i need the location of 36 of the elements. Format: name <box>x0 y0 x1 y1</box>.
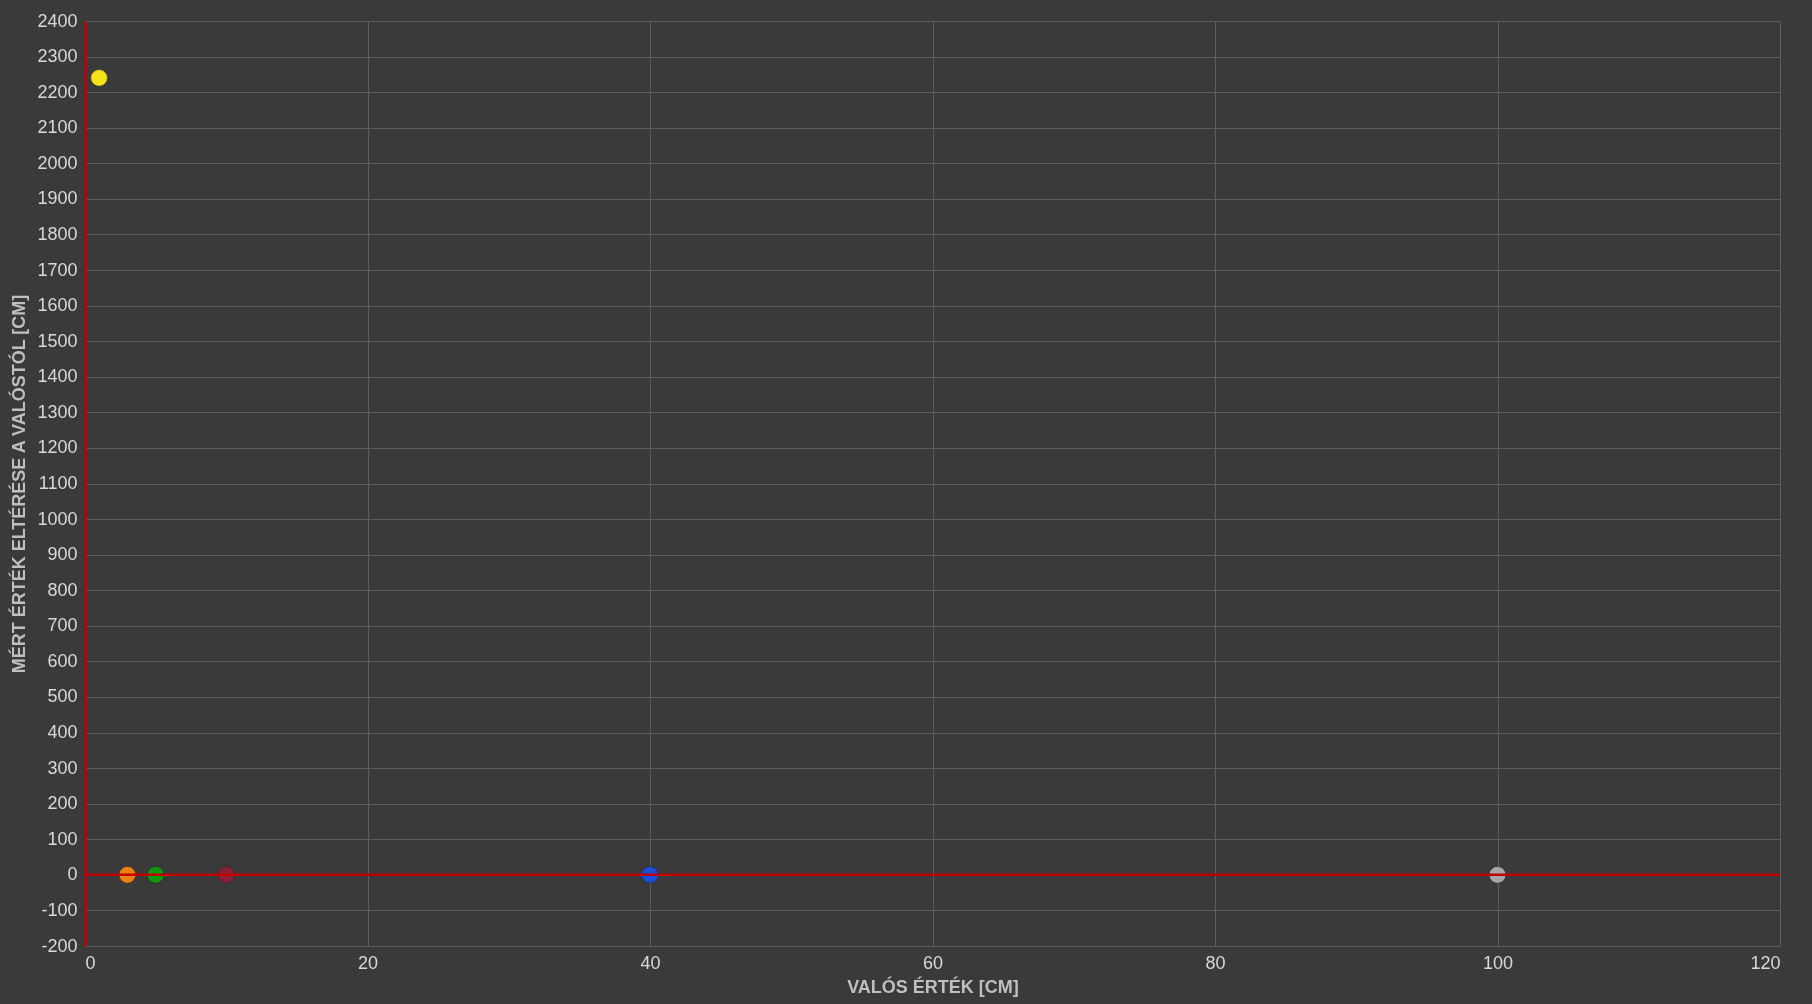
y-tick-label: 700 <box>47 615 78 636</box>
y-tick-label: 600 <box>47 650 78 671</box>
y-tick-label: 1300 <box>37 401 78 422</box>
y-tick-label: -200 <box>41 935 78 956</box>
x-tick-label: 80 <box>1205 952 1226 973</box>
y-tick-label: 1700 <box>37 259 78 280</box>
y-tick-label: 2400 <box>37 10 78 31</box>
y-tick-label: 2300 <box>37 46 78 67</box>
y-tick-label: -100 <box>41 899 78 920</box>
y-tick-label: 900 <box>47 544 78 565</box>
y-tick-label: 800 <box>47 579 78 600</box>
x-tick-label: 120 <box>1750 952 1781 973</box>
x-axis-title: VALÓS ÉRTÉK [CM] <box>847 975 1019 997</box>
y-tick-label: 300 <box>47 757 78 778</box>
x-tick-label: 40 <box>640 952 661 973</box>
x-tick-label: 100 <box>1482 952 1514 973</box>
y-tick-label: 1900 <box>37 188 78 209</box>
y-tick-label: 400 <box>47 722 78 743</box>
y-tick-label: 1100 <box>38 473 78 493</box>
x-tick-label: 0 <box>85 952 96 973</box>
y-tick-label: 1500 <box>37 330 78 351</box>
y-tick-label: 100 <box>47 828 78 849</box>
x-tick-label: 20 <box>357 952 379 973</box>
y-tick-label: 200 <box>47 793 78 814</box>
y-tick-label: 1200 <box>37 437 78 458</box>
y-tick-label: 500 <box>47 686 78 707</box>
y-tick-label: 2200 <box>37 81 78 102</box>
x-tick-label: 60 <box>922 952 944 973</box>
y-tick-label: 1800 <box>37 223 78 244</box>
y-tick-label: 1600 <box>37 295 78 316</box>
y-tick-label: 0 <box>67 864 78 885</box>
y-tick-label: 1000 <box>37 508 78 529</box>
y-tick-label: 2000 <box>37 152 78 173</box>
y-tick-label: 1400 <box>37 366 78 387</box>
y-tick-label: 2100 <box>37 117 78 138</box>
y-axis-title: MÉRT ÉRTÉK ELTÉRÉSE A VALÓSTÓL [CM] <box>8 294 30 674</box>
